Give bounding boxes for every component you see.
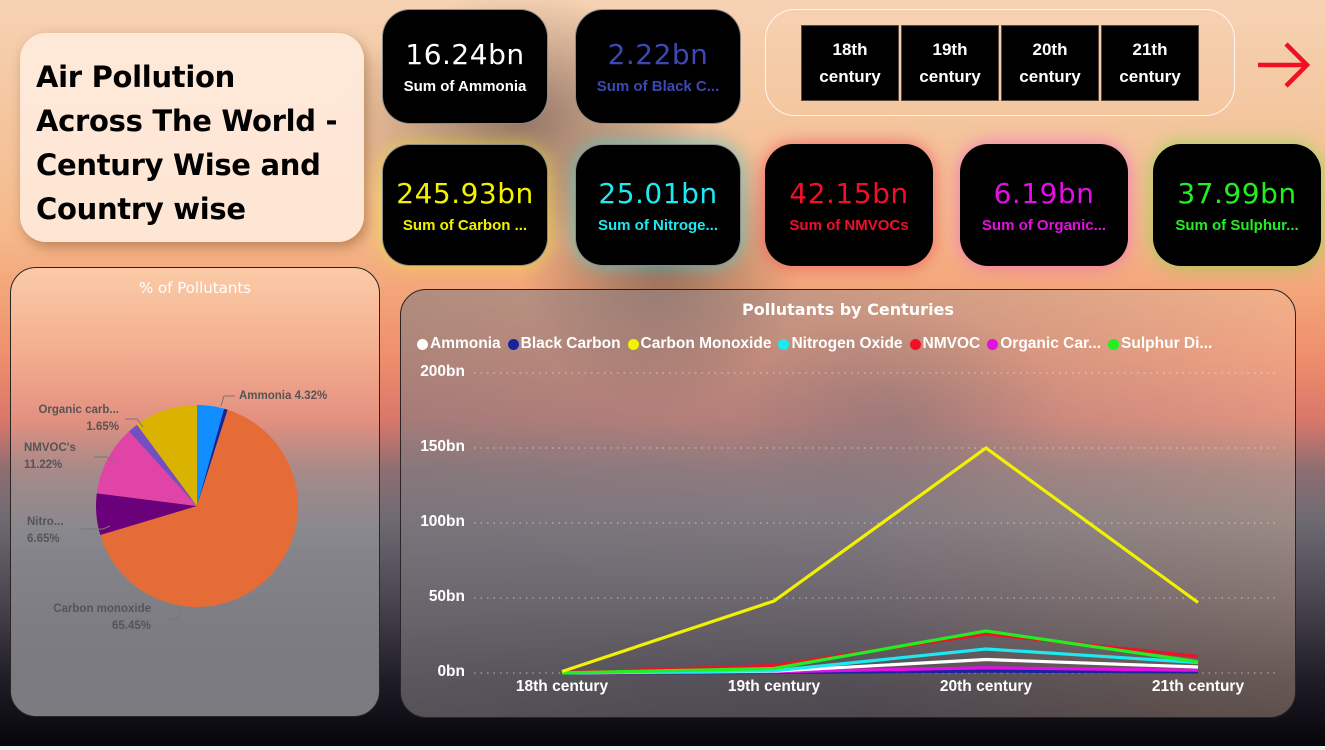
slicer-option-line2: century [1119, 67, 1181, 86]
x-tick: 20th century [939, 678, 1033, 695]
pollutants-line-chart[interactable] [401, 290, 1296, 718]
x-tick: 18th century [515, 678, 609, 695]
kpi-value: 42.15bn [789, 176, 909, 210]
arrow-right-icon [1258, 42, 1311, 88]
century-slicer-frame [765, 9, 1235, 116]
page-tabs-strip [0, 746, 1325, 750]
century-slicer: 18th century 19th century 20th century 2… [801, 25, 1199, 101]
legend-dot-icon [909, 338, 921, 350]
kpi-label: Sum of Carbon ... [402, 216, 528, 234]
kpi-value: 2.22bn [607, 38, 709, 71]
pie-slice[interactable] [100, 409, 298, 607]
slicer-option-20th-century[interactable]: 20th century [1001, 25, 1099, 101]
pollutants-line-card: Pollutants by Centuries Ammonia Black Car… [400, 289, 1296, 718]
slicer-option-line2: century [819, 67, 881, 86]
slicer-option-line1: 18th [832, 40, 868, 59]
series-line-carbon-monoxide[interactable] [561, 446, 1199, 674]
line-chart-title: Pollutants by Centuries [742, 300, 954, 319]
legend-dot-icon [507, 338, 519, 350]
next-page-button[interactable] [1256, 40, 1312, 90]
pie-slice[interactable] [96, 431, 197, 506]
legend-dot-icon [627, 338, 639, 350]
y-tick: 50bn [428, 588, 465, 605]
pie-data-label: Nitro... [27, 516, 63, 528]
legend-item[interactable]: Organic Car... [987, 335, 1101, 353]
kpi-value: 25.01bn [598, 176, 718, 210]
kpi-card-sulphur-dioxide[interactable]: 37.99bn Sum of Sulphur... [1153, 144, 1321, 266]
kpi-label: Sum of NMVOCs [789, 216, 909, 234]
slicer-option-line2: century [1019, 67, 1081, 86]
kpi-value: 6.19bn [993, 176, 1095, 210]
kpi-label: Sum of Black C... [596, 78, 720, 95]
series-line-sulphur-dioxide[interactable] [561, 629, 1199, 675]
pie-data-label: Carbon monoxide [53, 603, 151, 615]
x-tick: 21th century [1151, 678, 1245, 695]
legend-dot-icon [778, 338, 790, 350]
slicer-option-21th-century[interactable]: 21th century [1101, 25, 1199, 101]
y-tick: 200bn [420, 363, 465, 380]
pie-chart-title: % of Pollutants [138, 279, 252, 297]
pie-slice[interactable] [96, 493, 197, 536]
x-tick: 19th century [727, 678, 821, 695]
kpi-value: 16.24bn [405, 38, 525, 71]
legend-label: Black Carbon [520, 335, 621, 352]
legend-item[interactable]: NMVOC [909, 335, 981, 353]
pie-data-label: 65.45% [112, 620, 151, 632]
pollutants-pie-chart[interactable]: Ammonia 4.32% Organic carb... 1.65% NMVOC's… [11, 268, 380, 717]
pie-data-label: 1.65% [86, 421, 119, 433]
pie-slice[interactable] [197, 405, 225, 506]
kpi-value: 37.99bn [1177, 176, 1297, 210]
pollutants-pie-card: % of Pollutants Ammonia 4.32% Organic car… [10, 267, 380, 717]
legend-label: Carbon Monoxide [640, 335, 772, 352]
pie-slice[interactable] [137, 405, 197, 506]
legend-item[interactable]: Black Carbon [507, 335, 621, 353]
kpi-card-nitrogen-oxide[interactable]: 25.01bn Sum of Nitroge... [575, 144, 741, 266]
y-tick: 100bn [420, 513, 465, 530]
legend-item[interactable]: Nitrogen Oxide [778, 335, 903, 353]
pie-data-label: Ammonia 4.32% [239, 390, 327, 402]
kpi-label: Sum of Organic... [981, 216, 1107, 234]
legend-label: Ammonia [430, 335, 501, 352]
kpi-card-organic-carbon[interactable]: 6.19bn Sum of Organic... [960, 144, 1128, 266]
pie-data-label: 6.65% [27, 533, 60, 545]
pie-slice[interactable] [197, 408, 228, 506]
kpi-card-black-carbon[interactable]: 2.22bn Sum of Black C... [575, 9, 741, 124]
kpi-card-nmvoc[interactable]: 42.15bn Sum of NMVOCs [765, 144, 933, 266]
legend-item[interactable]: Carbon Monoxide [627, 335, 772, 353]
page-title: Air Pollution Across The World - Century… [36, 60, 338, 226]
slicer-option-line1: 20th [1032, 40, 1068, 59]
kpi-label: Sum of Sulphur... [1175, 216, 1299, 234]
legend-item[interactable]: Sulphur Di... [1108, 335, 1212, 353]
legend-dot-icon [1108, 338, 1120, 350]
legend-label: Nitrogen Oxide [791, 335, 903, 352]
kpi-label: Sum of Nitroge... [598, 216, 718, 234]
title-card: Air Pollution Across The World - Century… [20, 33, 364, 242]
slicer-option-19th-century[interactable]: 19th century [901, 25, 999, 101]
pie-data-label: NMVOC's [24, 442, 76, 454]
legend-label: Organic Car... [1000, 335, 1102, 352]
legend-dot-icon [417, 338, 428, 350]
line-chart-legend: Ammonia Black Carbon Carbon Monoxide Nitrog… [417, 335, 1219, 353]
slicer-option-line1: 21th [1132, 40, 1168, 59]
pie-data-label: Organic carb... [38, 404, 119, 416]
slicer-option-line2: century [919, 67, 981, 86]
legend-label: Sulphur Di... [1121, 335, 1213, 352]
kpi-card-carbon-monoxide[interactable]: 245.93bn Sum of Carbon ... [382, 144, 548, 266]
kpi-value: 245.93bn [396, 176, 534, 210]
legend-dot-icon [987, 338, 999, 350]
pie-slice[interactable] [128, 424, 197, 506]
kpi-label: Sum of Ammonia [403, 78, 527, 95]
y-tick: 0bn [437, 663, 465, 680]
pie-data-label: 11.22% [24, 459, 62, 471]
kpi-card-ammonia[interactable]: 16.24bn Sum of Ammonia [382, 9, 548, 124]
y-tick: 150bn [420, 438, 465, 455]
slicer-option-18th-century[interactable]: 18th century [801, 25, 899, 101]
legend-label: NMVOC [922, 335, 981, 352]
slicer-option-line1: 19th [932, 40, 968, 59]
legend-item[interactable]: Ammonia [417, 335, 501, 353]
